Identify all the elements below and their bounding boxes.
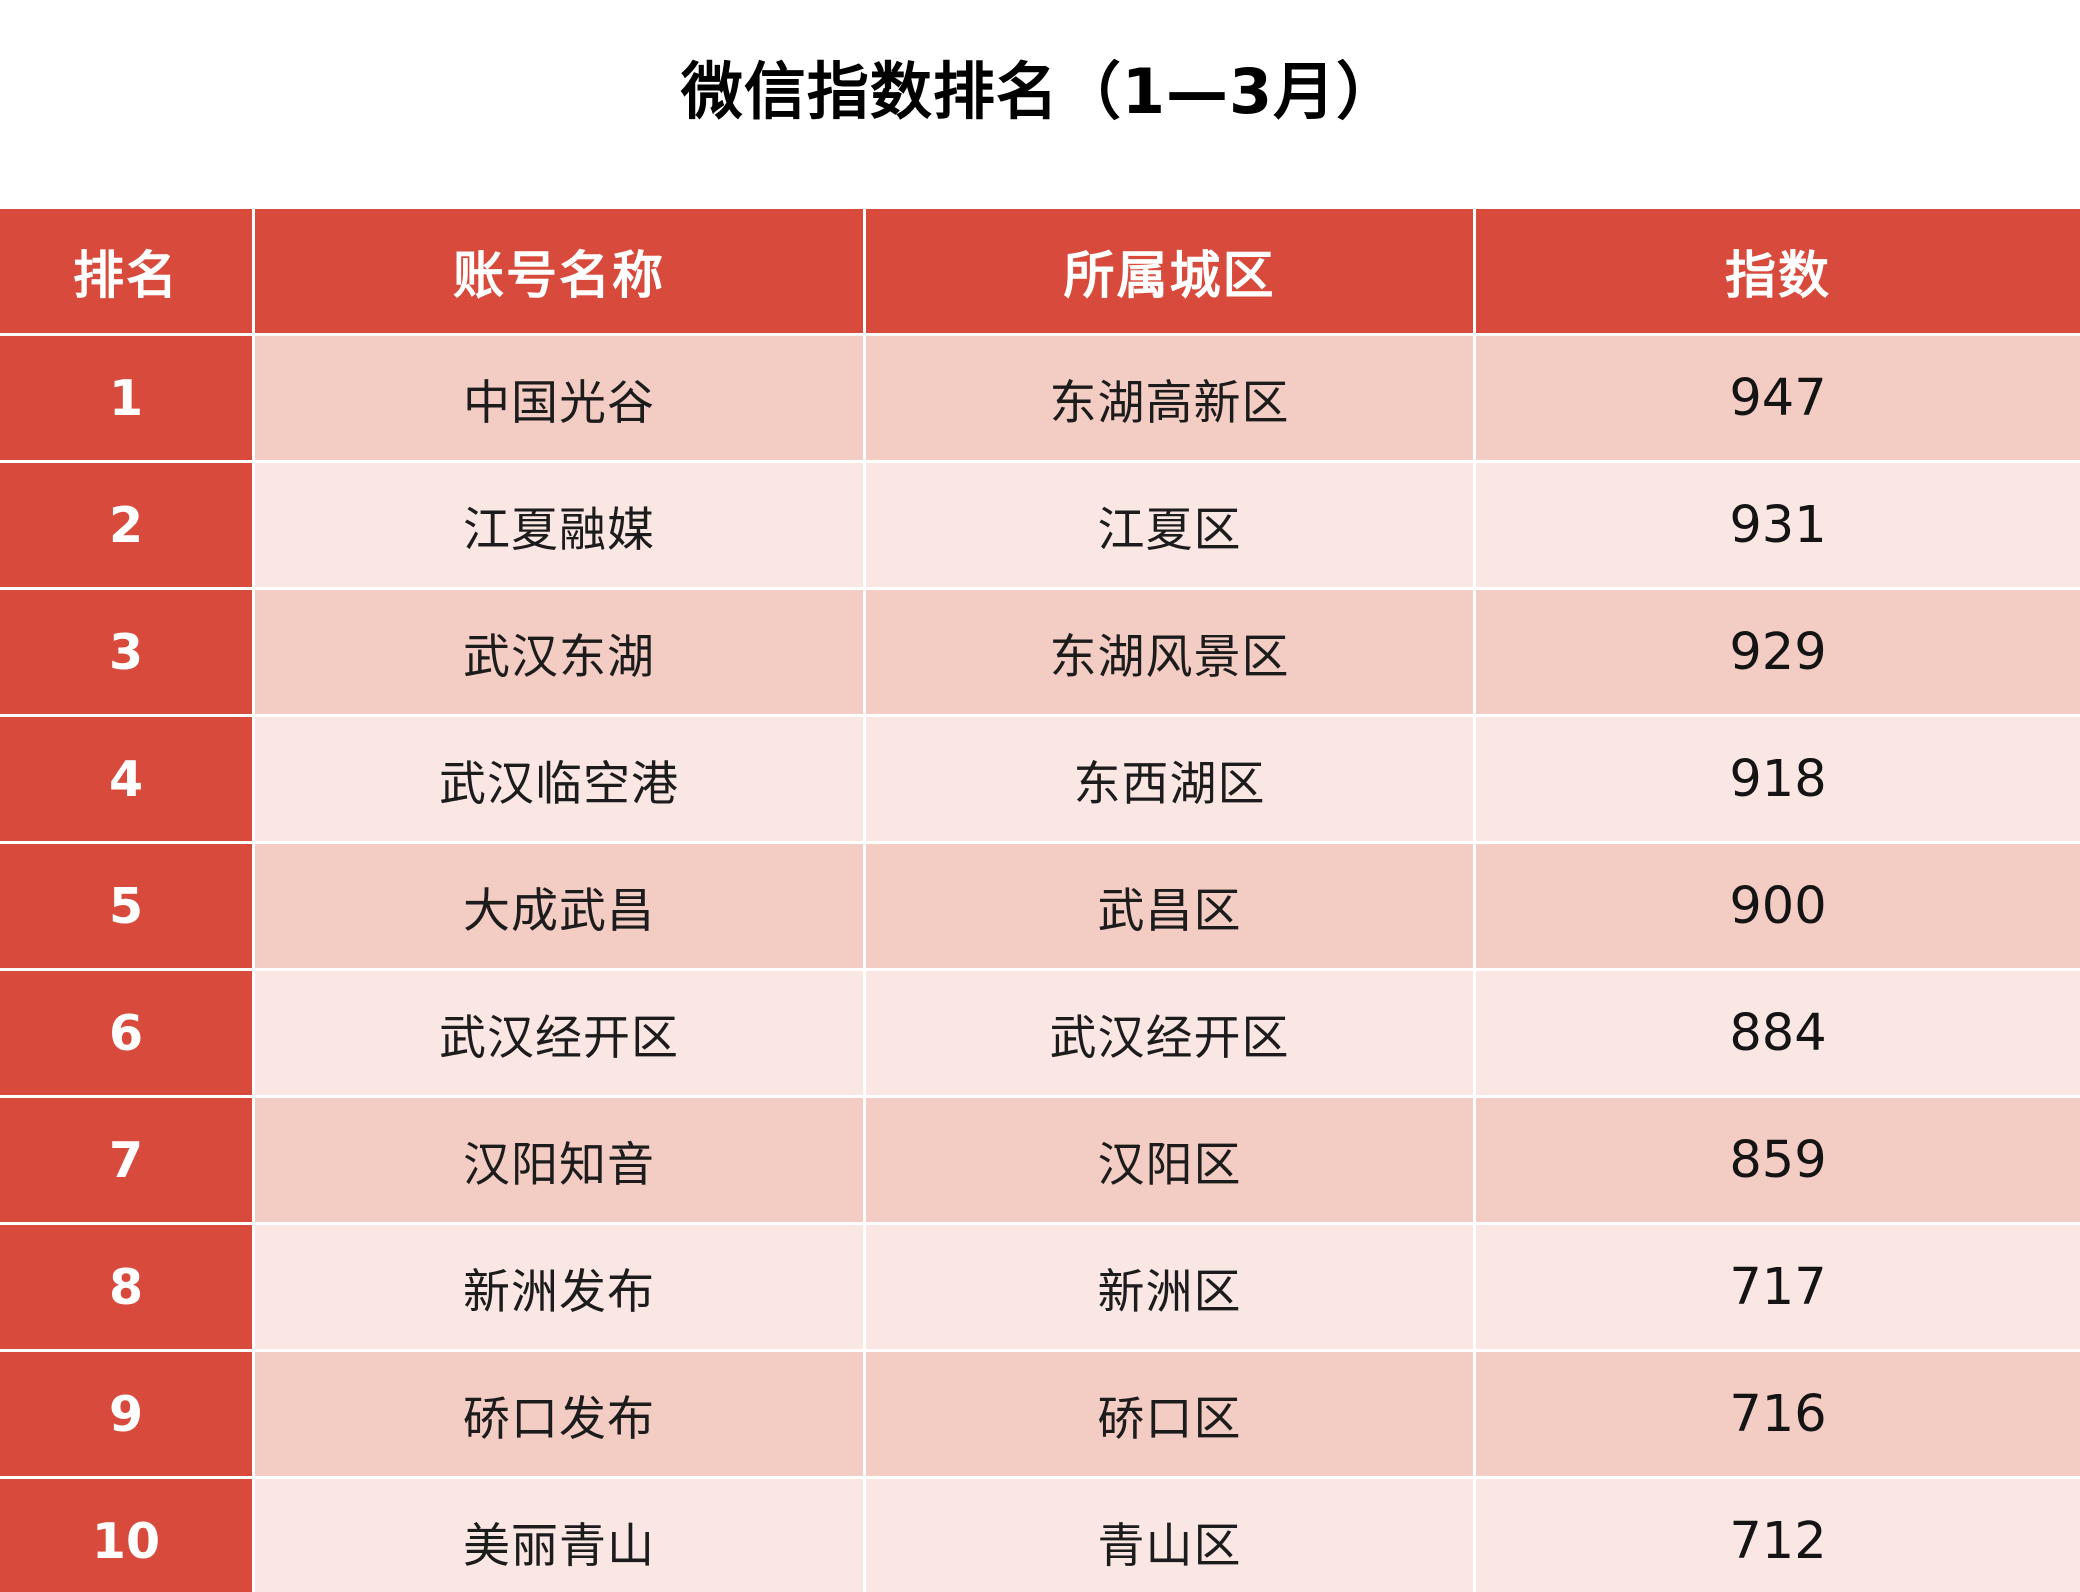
district-cell: 硚口区 <box>866 1352 1473 1476</box>
page-title: 微信指数排名（1—3月） <box>680 55 1400 128</box>
account-cell: 武汉东湖 <box>255 590 863 714</box>
index-cell: 859 <box>1476 1098 2080 1222</box>
account-cell: 武汉临空港 <box>255 717 863 841</box>
rank-cell: 3 <box>0 590 252 714</box>
rank-cell: 5 <box>0 844 252 968</box>
ranking-table: 排名 账号名称 所属城区 指数 1 中国光谷 东湖高新区 947 2 江夏融媒 … <box>0 209 2080 1592</box>
account-cell: 美丽青山 <box>255 1479 863 1592</box>
header-cell-account: 账号名称 <box>255 209 863 333</box>
account-cell: 江夏融媒 <box>255 463 863 587</box>
account-cell: 武汉经开区 <box>255 971 863 1095</box>
rank-cell: 7 <box>0 1098 252 1222</box>
rank-cell: 8 <box>0 1225 252 1349</box>
index-cell: 717 <box>1476 1225 2080 1349</box>
district-cell: 武昌区 <box>866 844 1473 968</box>
district-cell: 东西湖区 <box>866 717 1473 841</box>
district-cell: 东湖高新区 <box>866 336 1473 460</box>
index-cell: 716 <box>1476 1352 2080 1476</box>
account-cell: 大成武昌 <box>255 844 863 968</box>
district-cell: 东湖风景区 <box>866 590 1473 714</box>
district-cell: 汉阳区 <box>866 1098 1473 1222</box>
index-cell: 918 <box>1476 717 2080 841</box>
district-cell: 新洲区 <box>866 1225 1473 1349</box>
index-cell: 884 <box>1476 971 2080 1095</box>
rank-cell: 4 <box>0 717 252 841</box>
rank-cell: 2 <box>0 463 252 587</box>
index-cell: 947 <box>1476 336 2080 460</box>
account-cell: 新洲发布 <box>255 1225 863 1349</box>
account-cell: 中国光谷 <box>255 336 863 460</box>
index-cell: 931 <box>1476 463 2080 587</box>
district-cell: 江夏区 <box>866 463 1473 587</box>
rank-cell: 6 <box>0 971 252 1095</box>
header-cell-rank: 排名 <box>0 209 252 333</box>
rank-cell: 1 <box>0 336 252 460</box>
account-cell: 汉阳知音 <box>255 1098 863 1222</box>
index-cell: 900 <box>1476 844 2080 968</box>
account-cell: 硚口发布 <box>255 1352 863 1476</box>
rank-cell: 9 <box>0 1352 252 1476</box>
index-cell: 929 <box>1476 590 2080 714</box>
rank-cell: 10 <box>0 1479 252 1592</box>
header-cell-index: 指数 <box>1476 209 2080 333</box>
district-cell: 武汉经开区 <box>866 971 1473 1095</box>
header-cell-district: 所属城区 <box>866 209 1473 333</box>
district-cell: 青山区 <box>866 1479 1473 1592</box>
index-cell: 712 <box>1476 1479 2080 1592</box>
